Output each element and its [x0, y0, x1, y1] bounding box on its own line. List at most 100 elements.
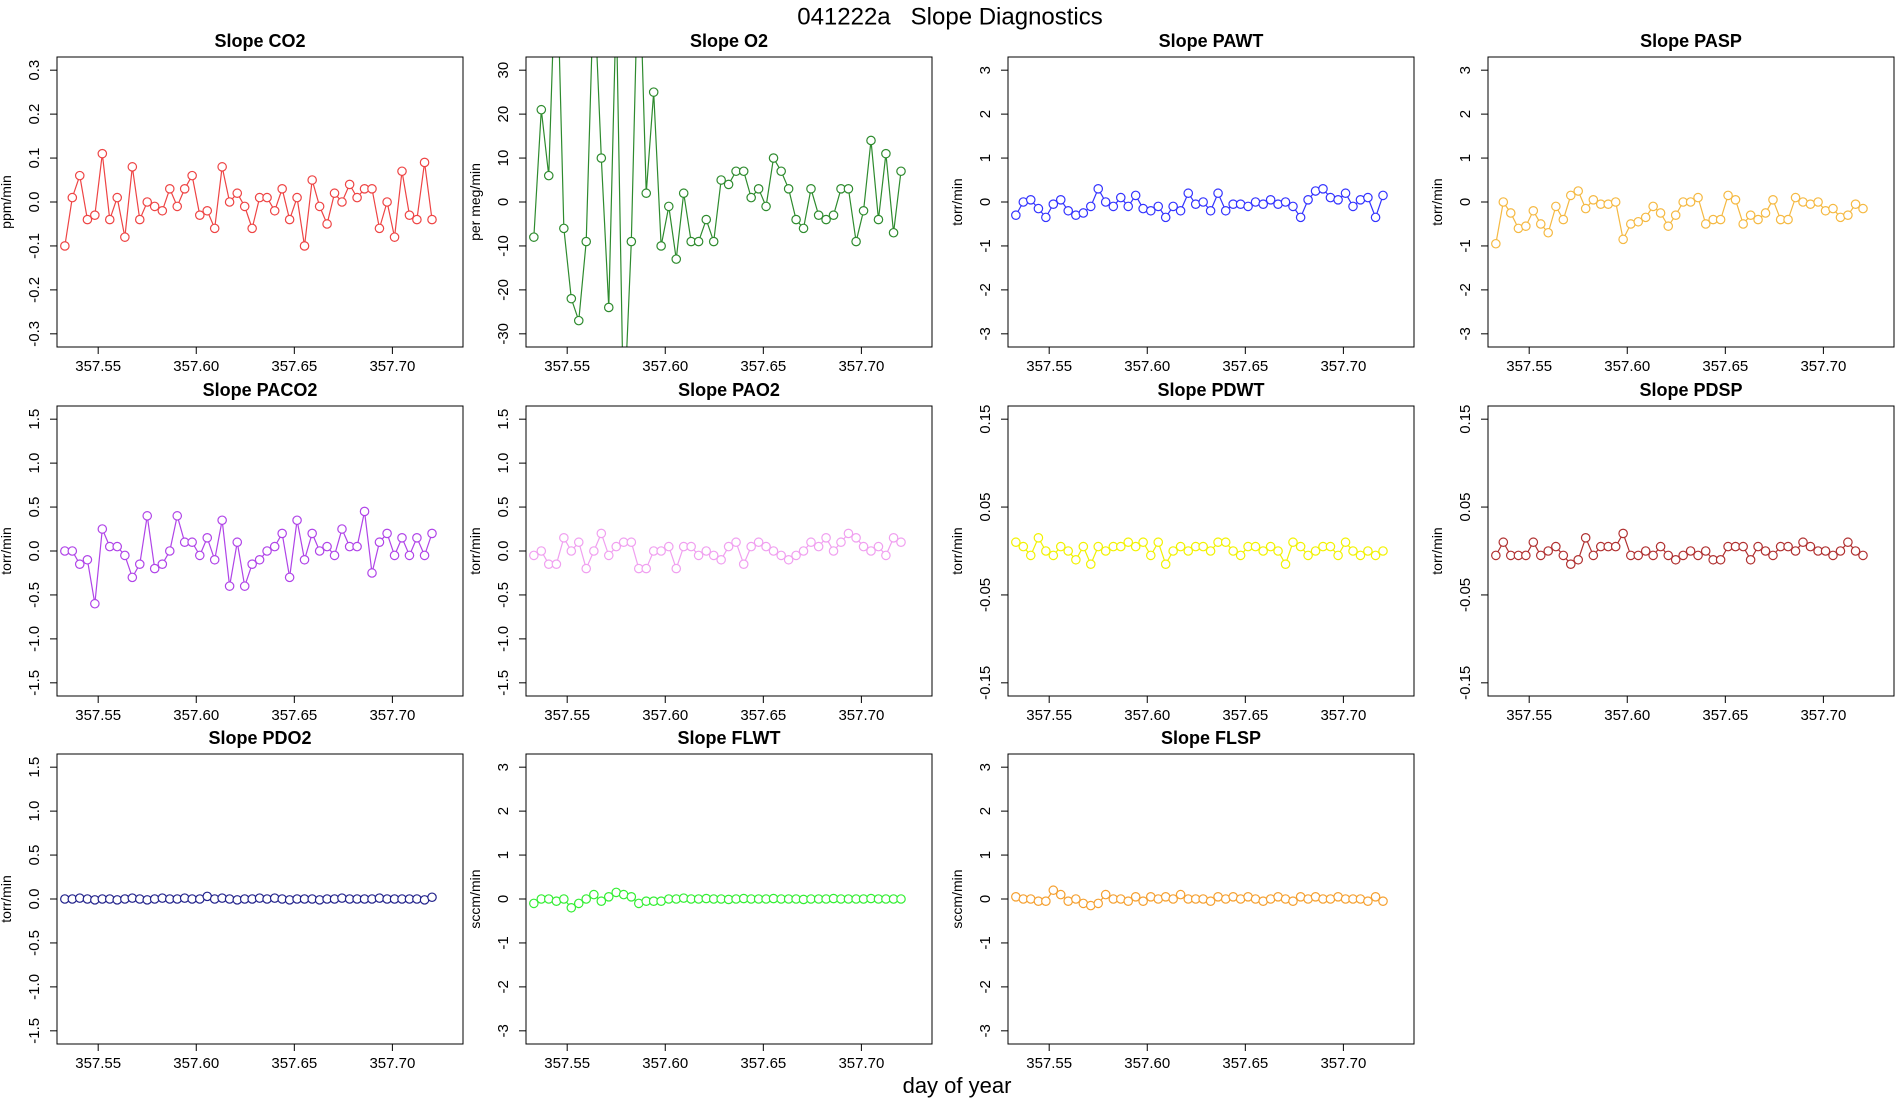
data-point — [738, 166, 749, 177]
data-point — [1288, 896, 1298, 906]
data-point — [172, 511, 183, 521]
data-point — [1858, 550, 1868, 561]
data-point — [746, 541, 756, 552]
data-point — [1670, 210, 1681, 220]
y-tick-label: 10 — [495, 150, 512, 167]
data-point — [97, 524, 108, 534]
data-point — [149, 563, 160, 574]
data-point — [307, 528, 317, 539]
data-point — [746, 192, 756, 203]
y-axis-label: sccm/min — [949, 869, 965, 928]
data-point — [798, 223, 809, 234]
data-point — [1310, 546, 1321, 556]
data-point — [1491, 238, 1501, 249]
data-point — [1123, 896, 1134, 906]
data-point — [858, 541, 869, 552]
data-point — [187, 537, 197, 548]
data-point — [1378, 546, 1388, 556]
data-point — [768, 546, 779, 556]
data-point — [367, 184, 377, 194]
plot-area — [529, 528, 906, 574]
y-tick-label: 3 — [495, 763, 512, 771]
data-point — [559, 223, 569, 234]
data-point — [90, 210, 100, 220]
data-point — [1303, 195, 1313, 205]
data-point — [97, 148, 108, 159]
data-point — [239, 201, 250, 212]
panel-title: Slope PAO2 — [678, 380, 780, 400]
y-tick-label: -1 — [977, 239, 994, 252]
data-point — [873, 214, 884, 225]
data-point — [1220, 537, 1231, 548]
data-point — [1093, 541, 1104, 552]
data-point — [1760, 208, 1771, 218]
x-tick-label: 357.65 — [271, 707, 317, 724]
data-point — [1220, 205, 1231, 216]
data-point — [1790, 546, 1801, 556]
data-point — [104, 214, 115, 225]
data-point — [1753, 214, 1763, 225]
data-point — [1168, 546, 1178, 556]
data-point — [1288, 201, 1298, 212]
data-point — [761, 201, 771, 212]
data-point — [1370, 212, 1381, 223]
y-axis-label: torr/min — [0, 527, 14, 574]
data-point — [612, 0, 620, 8]
data-point — [881, 550, 891, 561]
y-tick-label: 0.3 — [26, 60, 43, 81]
y-tick-label: -20 — [495, 279, 512, 301]
panel-title: Slope PDWT — [1158, 380, 1265, 400]
panel-title: Slope PAWT — [1159, 31, 1264, 51]
data-point — [1558, 214, 1569, 225]
data-point — [1535, 550, 1546, 561]
x-tick-label: 357.70 — [838, 1055, 884, 1072]
panel-title: Slope PDO2 — [208, 728, 311, 748]
x-tick-label: 357.55 — [544, 707, 590, 724]
data-point — [641, 563, 652, 574]
plot-area — [1491, 528, 1868, 569]
data-point — [626, 892, 637, 902]
x-tick-label: 357.70 — [1800, 707, 1846, 724]
data-point — [1295, 541, 1306, 552]
y-axis-label: sccm/min — [467, 869, 483, 928]
data-point — [1130, 190, 1141, 201]
y-tick-label: 0.15 — [977, 405, 994, 434]
x-tick-label: 357.55 — [1026, 358, 1072, 375]
x-tick-label: 357.55 — [1506, 707, 1552, 724]
data-point — [224, 197, 235, 207]
y-tick-label: 0 — [495, 198, 512, 206]
data-point — [1138, 537, 1148, 548]
data-point — [277, 184, 287, 194]
data-point — [1753, 541, 1763, 552]
data-point — [1130, 892, 1141, 902]
x-tick-label: 357.60 — [173, 707, 219, 724]
data-point — [1063, 205, 1074, 216]
data-point — [813, 541, 824, 552]
data-point — [566, 293, 577, 304]
data-point — [187, 170, 197, 181]
data-point — [134, 214, 145, 225]
plot-area — [60, 891, 437, 905]
data-point — [157, 205, 168, 216]
data-point — [783, 184, 794, 194]
data-point — [858, 205, 869, 216]
data-point — [1558, 550, 1569, 561]
data-point — [701, 214, 712, 225]
plot-area — [1011, 184, 1388, 223]
y-tick-label: 0.05 — [977, 492, 994, 521]
x-tick-label: 357.60 — [1604, 707, 1650, 724]
data-point — [708, 550, 719, 561]
data-point — [1551, 201, 1561, 212]
data-point — [1348, 546, 1358, 556]
x-tick-label: 357.70 — [1800, 358, 1846, 375]
data-point — [1055, 889, 1066, 900]
data-point — [626, 236, 637, 247]
data-point — [731, 537, 741, 548]
data-point — [768, 153, 779, 163]
panel-title: Slope PACO2 — [203, 380, 318, 400]
plot-area — [1011, 533, 1388, 569]
data-point — [1115, 541, 1126, 552]
data-point — [596, 528, 607, 539]
data-point — [566, 902, 577, 913]
